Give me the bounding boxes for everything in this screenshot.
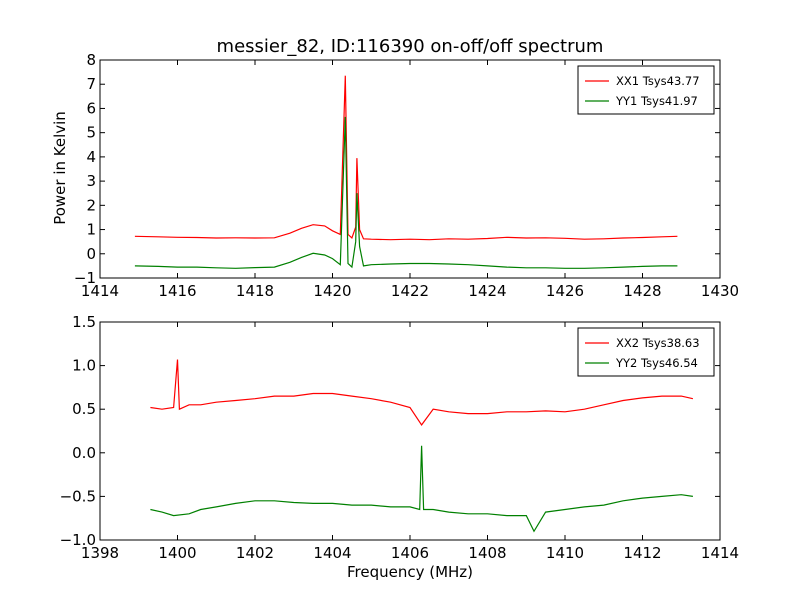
x-tick-label: 1420 (313, 282, 351, 300)
y-tick-label: 0 (86, 245, 96, 263)
x-tick-label: 1418 (236, 282, 274, 300)
x-tick-label: 1412 (623, 544, 661, 562)
top-y-axis-label: Power in Kelvin (51, 111, 69, 225)
y-tick-label: −0.5 (60, 487, 96, 505)
bottom-panel: 1398 1400 1402 1404 1406 1408 1410 1412 1414 −1.0… (60, 313, 740, 562)
x-tick-label: 1414 (701, 544, 739, 562)
y-tick-label: 6 (86, 99, 96, 117)
x-tick-label: 1426 (546, 282, 584, 300)
y-tick-label: 1.5 (72, 313, 96, 331)
series-line-top-2 (134, 116, 678, 269)
y-tick-label: 1 (86, 221, 96, 239)
x-tick-label: 1408 (468, 544, 506, 562)
y-tick-label: 5 (86, 124, 96, 142)
y-tick-label: 1.0 (72, 357, 96, 375)
y-tick-label: 2 (86, 196, 96, 214)
series-line-bottom-1 (150, 359, 694, 426)
series-line-top-1 (134, 75, 678, 241)
x-tick-label: 1430 (701, 282, 739, 300)
legend-box (577, 327, 715, 377)
x-tick-label: 1422 (391, 282, 429, 300)
legend: XX2 Tsys38.63 YY2 Tsys46.54 (577, 327, 715, 377)
x-tick-label: 1414 (81, 282, 119, 300)
x-tick-label: 1416 (158, 282, 196, 300)
top-panel: 1414 1416 1418 1420 1422 1424 1426 1428 1430−101… (74, 51, 739, 300)
legend-label: XX2 Tsys38.63 (616, 336, 700, 350)
x-tick-label: 1410 (546, 544, 584, 562)
x-tick-label: 1402 (236, 544, 274, 562)
y-tick-label: 3 (86, 172, 96, 190)
y-tick-label: 4 (86, 148, 96, 166)
y-tick-label: 0.5 (72, 400, 96, 418)
y-tick-label: −1 (74, 269, 96, 287)
legend-box (577, 65, 715, 115)
y-tick-label: 8 (86, 51, 96, 69)
legend-label: XX1 Tsys43.77 (616, 74, 700, 88)
y-tick-label: 7 (86, 75, 96, 93)
bottom-x-axis-label: Frequency (MHz) (347, 563, 473, 581)
x-tick-label: 1404 (313, 544, 351, 562)
x-tick-label: 1428 (623, 282, 661, 300)
x-tick-label: 1406 (391, 544, 429, 562)
y-tick-label: −1.0 (60, 531, 96, 549)
legend: XX1 Tsys43.77 YY1 Tsys41.97 (577, 65, 715, 115)
x-tick-label: 1398 (81, 544, 119, 562)
y-tick-label: 0.0 (72, 444, 96, 462)
legend-label: YY2 Tsys46.54 (615, 356, 698, 370)
x-tick-label: 1400 (158, 544, 196, 562)
chart-title: messier_82, ID:116390 on-off/off spectru… (217, 36, 604, 57)
legend-label: YY1 Tsys41.97 (615, 94, 698, 108)
series-line-bottom-2 (150, 445, 693, 533)
x-tick-label: 1424 (468, 282, 506, 300)
